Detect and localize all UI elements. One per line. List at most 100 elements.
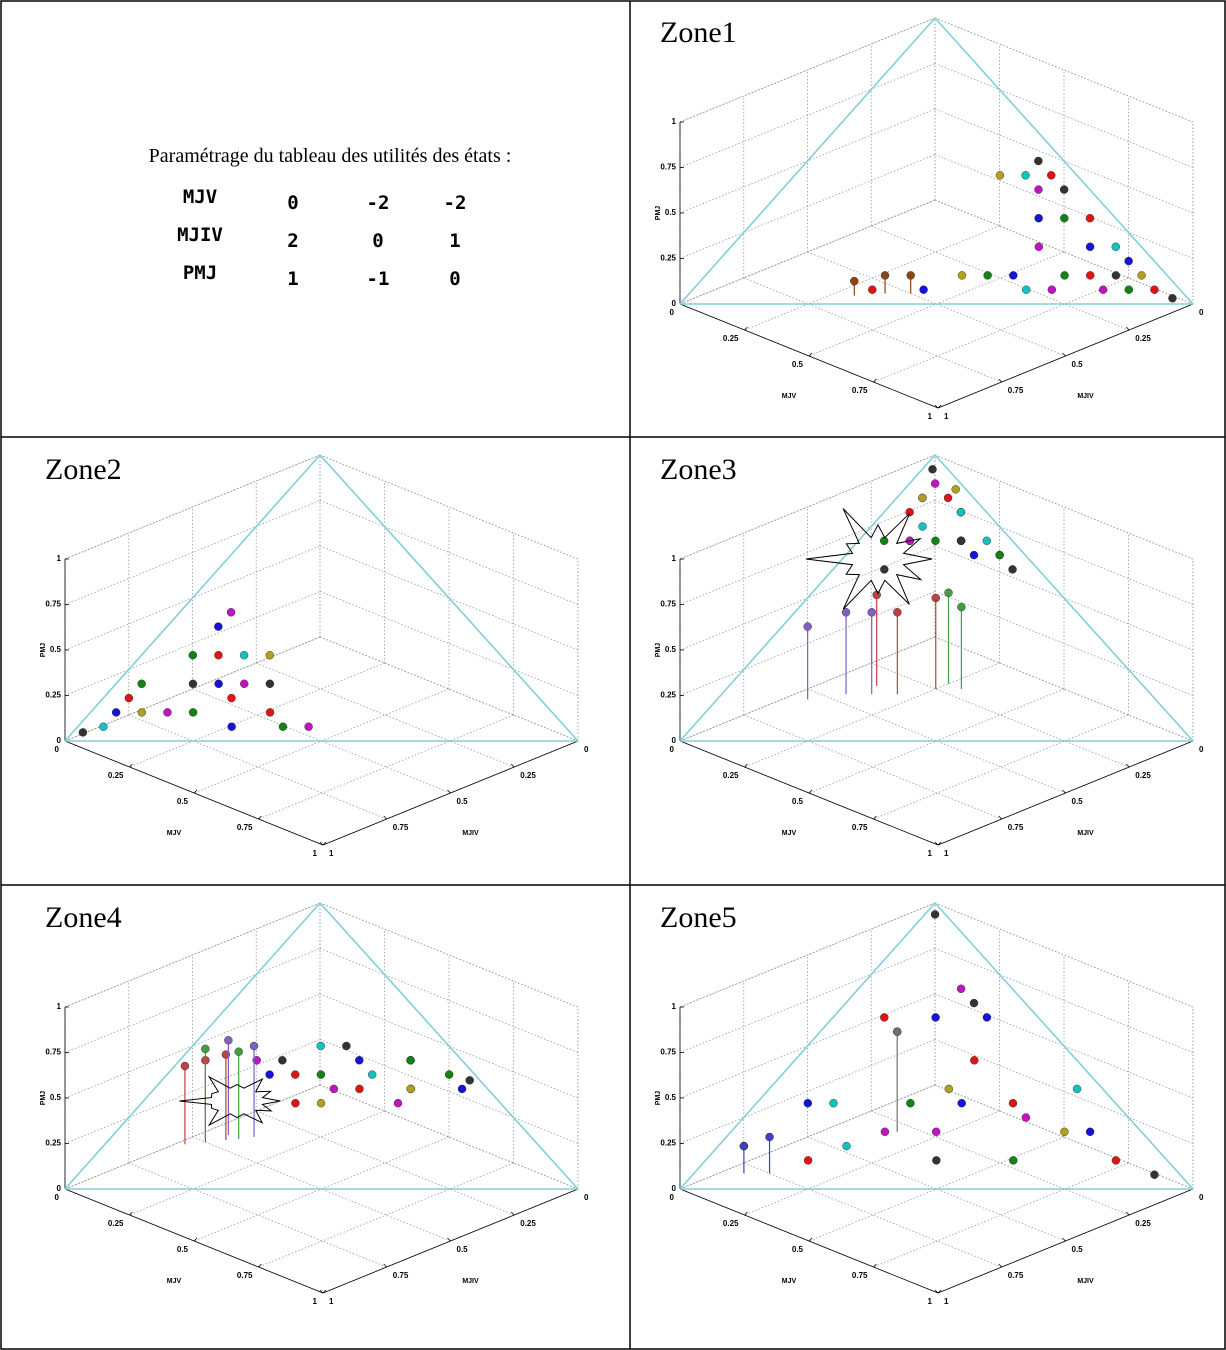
z-tick-label: 0	[57, 736, 62, 745]
data-point	[1111, 1156, 1121, 1165]
z-tick-label: 0.75	[45, 1048, 61, 1057]
data-point	[969, 998, 979, 1008]
y-tick-label: 1	[329, 849, 334, 858]
data-point	[841, 608, 851, 617]
data-point	[265, 1070, 274, 1079]
grid-line	[679, 1039, 936, 1144]
z-tick-label: 0.25	[660, 254, 676, 263]
tick-mark	[1125, 326, 1130, 331]
data-point	[1085, 242, 1095, 252]
data-point	[188, 679, 198, 689]
grid-line	[934, 1084, 1194, 1190]
grid-line	[319, 454, 579, 560]
data-point	[931, 1013, 940, 1022]
grid-line	[679, 500, 936, 605]
grid-line	[258, 714, 514, 820]
data-point	[906, 271, 915, 280]
grid-line	[934, 500, 1194, 605]
y-axis-label: MJIV	[462, 830, 479, 837]
data-point	[1008, 1098, 1018, 1108]
data-point	[1034, 156, 1043, 166]
data-point	[905, 507, 914, 517]
data-point	[944, 588, 953, 598]
x-tick-label: 0	[55, 745, 60, 754]
grid-line	[934, 154, 1194, 259]
data-point	[137, 679, 146, 689]
tick-mark	[937, 404, 942, 409]
tick-mark	[1125, 1211, 1130, 1216]
x-axis-label: MJV	[782, 1278, 797, 1285]
data-point	[1124, 285, 1133, 294]
grid-line	[744, 1110, 1000, 1216]
data-point	[1008, 565, 1017, 574]
z-tick-label: 0	[672, 1184, 677, 1193]
z-tick-label: 1	[672, 117, 677, 126]
grid-line	[871, 662, 1130, 768]
grid-line	[873, 277, 1129, 383]
x-tick-label: 0.5	[792, 360, 804, 369]
grid-line	[256, 1110, 515, 1216]
x-tick-label: 0.75	[237, 1271, 253, 1280]
grid-line	[64, 500, 321, 605]
y-tick-label: 0.75	[393, 1271, 409, 1280]
x-tick-label: 0.75	[852, 823, 868, 832]
x-tick-label: 0.5	[792, 1245, 804, 1254]
tick-mark	[1062, 789, 1066, 794]
tick-mark	[510, 763, 515, 768]
z-tick-label: 0	[57, 1184, 62, 1193]
data-point	[893, 608, 902, 617]
data-point	[278, 722, 288, 731]
data-point	[465, 1076, 474, 1085]
x-tick-label: 1	[313, 849, 318, 858]
tick-mark	[998, 1263, 1003, 1268]
data-point	[880, 1127, 890, 1137]
z-axis-label: PMJ	[40, 643, 47, 658]
data-point	[1047, 285, 1057, 294]
tick-mark	[934, 1289, 939, 1294]
x-tick-label: 0.25	[723, 771, 739, 780]
data-point	[163, 708, 172, 717]
z-axis-label: PMJ	[655, 643, 662, 658]
cell: 2	[287, 230, 298, 252]
data-point	[1111, 271, 1121, 280]
grid-line	[192, 1136, 451, 1242]
tick-mark	[193, 789, 198, 794]
tick-mark	[937, 1289, 942, 1294]
data-point	[930, 910, 940, 919]
data-point	[957, 271, 967, 280]
z-tick-label: 1	[57, 1002, 62, 1011]
data-point	[969, 550, 979, 560]
grid-line	[807, 251, 1066, 357]
z-tick-label: 1	[672, 554, 677, 563]
grid-line	[64, 948, 321, 1053]
x-tick-label: 0.25	[723, 334, 739, 343]
grid-line	[256, 662, 515, 768]
tick-mark	[808, 352, 813, 357]
grid-line	[679, 948, 936, 1053]
table-caption: Paramétrage du tableau des utilités des …	[149, 145, 512, 167]
data-point	[226, 608, 236, 617]
z-tick-label: 0.75	[45, 600, 61, 609]
data-point	[355, 1084, 364, 1094]
data-point	[1021, 171, 1030, 180]
data-point	[879, 536, 889, 546]
tick-mark	[744, 763, 748, 768]
z-axis-label: PMJ	[655, 206, 662, 221]
z-tick-label: 0.25	[660, 1139, 676, 1148]
data-point	[124, 693, 134, 703]
data-point	[880, 1013, 889, 1022]
grid-line	[319, 500, 579, 605]
data-point	[240, 679, 249, 689]
grid-line	[192, 688, 451, 794]
chart-panel: Zone2 0 0.25 0.5 0.75 1 0 0.25 0.5 0.75 1 0 0.25 0.5 0…	[40, 453, 589, 858]
data-point	[188, 650, 198, 660]
data-point	[355, 1056, 364, 1065]
y-tick-label: 0.25	[520, 1219, 536, 1228]
data-point	[1047, 171, 1056, 180]
tick-mark	[998, 815, 1003, 820]
grid-line	[679, 154, 936, 259]
z-tick-label: 1	[672, 1002, 677, 1011]
data-point	[304, 722, 313, 731]
data-point	[214, 622, 223, 631]
x-tick-label: 1	[313, 1297, 318, 1306]
